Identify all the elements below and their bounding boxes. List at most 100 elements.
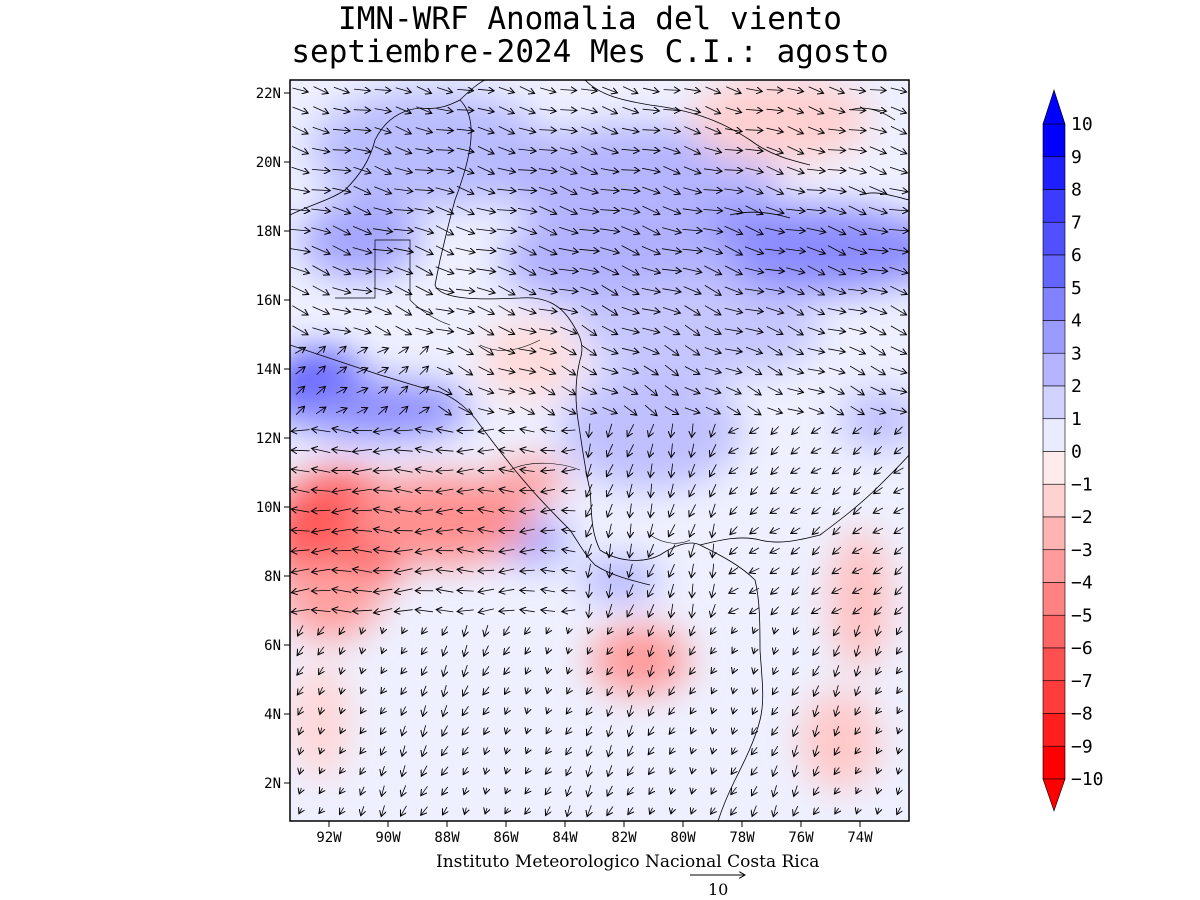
lat-label: 18N <box>256 224 281 240</box>
wind-vector <box>463 685 468 697</box>
chart-title-line1: IMN-WRF Anomalia del viento <box>338 1 842 37</box>
colorbar-label: 8 <box>1071 180 1082 201</box>
wind-vector <box>807 327 825 333</box>
wind-vector <box>704 285 721 295</box>
wind-vector <box>888 229 909 231</box>
wind-vector <box>773 765 778 777</box>
wind-vector <box>868 249 888 251</box>
wind-vector <box>421 786 428 795</box>
wind-vector <box>629 725 633 736</box>
wind-vector <box>352 289 372 291</box>
wind-vector <box>394 550 413 552</box>
wind-vector <box>750 446 759 454</box>
wind-vector <box>898 728 900 734</box>
wind-vector <box>291 530 310 531</box>
wind-vector <box>691 563 693 578</box>
wind-vector <box>292 126 309 133</box>
wind-vector <box>422 745 426 756</box>
wind-vector <box>496 229 517 231</box>
wind-vector <box>457 530 474 532</box>
lon-label: 80W <box>670 830 696 846</box>
wind-vector <box>602 407 618 413</box>
wind-vector <box>703 190 723 191</box>
wind-vector <box>812 566 821 575</box>
wind-vector <box>336 346 346 355</box>
wind-vector <box>793 805 798 816</box>
wind-vector <box>691 728 694 734</box>
wind-vector <box>850 385 865 395</box>
wind-vector <box>497 210 516 211</box>
wind-vector <box>562 510 576 511</box>
wind-vector <box>621 328 639 332</box>
wind-vector <box>457 449 474 451</box>
wind-vector <box>443 705 447 716</box>
wind-vector <box>352 590 373 592</box>
wind-vector <box>663 146 680 153</box>
wind-vector <box>712 748 714 754</box>
wind-vector <box>539 225 557 235</box>
wind-vector <box>662 206 681 214</box>
wind-vector <box>725 107 742 113</box>
wind-vector <box>729 567 739 574</box>
wind-vector <box>478 550 495 551</box>
wind-vector <box>312 148 330 151</box>
wind-vector <box>313 106 328 114</box>
wind-vector <box>464 787 467 794</box>
wind-vector <box>373 589 393 592</box>
wind-vector <box>807 348 825 352</box>
wind-vector <box>787 367 804 374</box>
wind-vector <box>711 668 715 674</box>
wind-vector <box>519 86 535 94</box>
wind-vector <box>332 609 352 612</box>
wind-vector <box>332 129 350 131</box>
wind-vector <box>627 424 635 436</box>
wind-vector <box>807 265 825 275</box>
lat-label: 4N <box>264 707 281 723</box>
wind-vector <box>786 267 805 273</box>
wind-vector <box>726 86 741 94</box>
wind-vector <box>352 226 371 234</box>
wind-vector <box>690 463 695 477</box>
wind-vector <box>641 267 661 274</box>
wind-vector <box>518 328 536 332</box>
wind-vector <box>767 386 783 395</box>
wind-vector <box>422 666 427 675</box>
wind-vector <box>545 768 550 775</box>
wind-vector <box>682 229 703 231</box>
wind-vector <box>291 166 309 173</box>
lat-label: 10N <box>256 500 281 516</box>
wind-vector <box>477 126 494 133</box>
wind-vector <box>751 766 758 775</box>
wind-vector <box>889 266 908 273</box>
wind-vector <box>807 305 825 314</box>
wind-vector <box>749 568 760 573</box>
wind-vector <box>663 90 680 91</box>
wind-vector <box>692 768 694 774</box>
wind-vector <box>684 305 701 316</box>
wind-vector <box>395 106 411 114</box>
wind-vector <box>648 564 655 577</box>
wind-vector <box>299 788 301 794</box>
wind-vector <box>703 169 722 172</box>
wind-vector <box>876 666 880 675</box>
wind-vector <box>765 206 784 214</box>
wind-vector <box>621 149 640 151</box>
wind-vector <box>833 506 841 515</box>
wind-vector <box>315 407 326 415</box>
wind-vector <box>291 609 310 612</box>
wind-vector <box>541 610 556 612</box>
wind-vector <box>498 285 515 295</box>
wind-vector <box>772 706 778 715</box>
wind-vector <box>332 428 352 432</box>
wind-vector <box>394 589 413 593</box>
wind-vector <box>671 463 673 478</box>
wind-vector <box>827 245 846 255</box>
wind-vector <box>458 365 472 375</box>
wind-vector <box>729 448 739 453</box>
wind-vector <box>360 786 364 795</box>
wind-vector <box>873 528 884 533</box>
wind-vector <box>792 566 800 575</box>
wind-vector <box>498 326 515 334</box>
wind-vector <box>436 530 454 532</box>
wind-vector <box>601 387 618 393</box>
